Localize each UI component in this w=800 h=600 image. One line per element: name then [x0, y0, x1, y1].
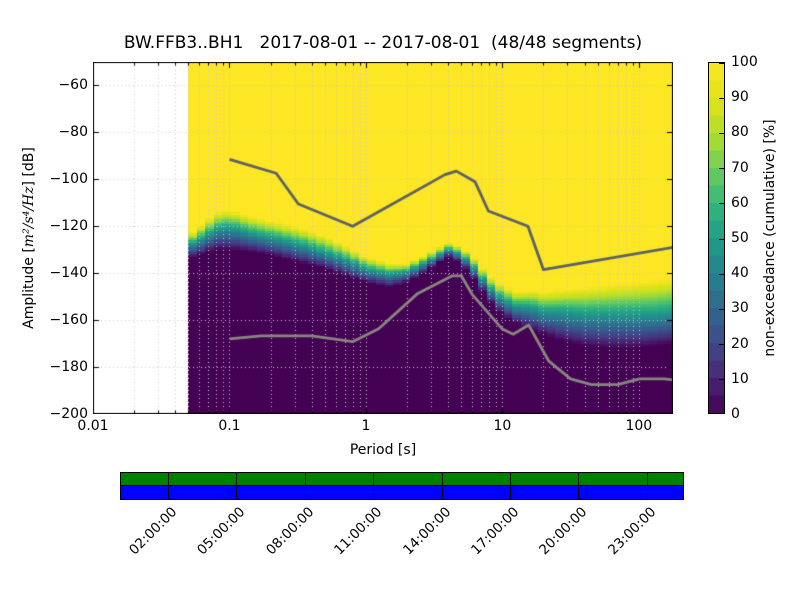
timeline-tick-label: 14:00:00 — [400, 504, 455, 559]
x-axis-label: Period [s] — [349, 442, 417, 458]
colorbar-tick — [719, 132, 724, 134]
colorbar-tick-label: 10 — [731, 370, 749, 387]
colorbar — [708, 62, 725, 414]
x-tick-label: 0.01 — [77, 418, 109, 434]
colorbar-tick-label: 70 — [731, 159, 749, 176]
y-tick-label: −200 — [49, 406, 88, 422]
colorbar-tick-label: 80 — [731, 124, 749, 141]
colorbar-tick — [719, 413, 724, 414]
plot-title: BW.FFB3..BH1 2017-08-01 -- 2017-08-01 (4… — [123, 33, 643, 53]
timeline-tick — [647, 473, 649, 499]
colorbar-tick-label: 30 — [731, 300, 749, 317]
x-tick-label: 0.1 — [218, 418, 241, 434]
colorbar-tick-label: 90 — [731, 89, 749, 106]
x-tick-label: 1 — [361, 418, 371, 434]
colorbar-tick — [719, 344, 724, 346]
timeline-tick — [578, 473, 580, 499]
timeline-tick-label: 17:00:00 — [468, 504, 523, 559]
colorbar-tick-label: 60 — [731, 194, 749, 211]
timeline-tick — [509, 473, 511, 499]
colorbar-label: non-exceedance (cumulative) [%] — [762, 119, 778, 357]
y-axis-label-prefix: Amplitude [ — [21, 247, 37, 329]
colorbar-tick-label: 0 — [731, 406, 740, 422]
colorbar-tick — [719, 168, 724, 170]
timeline-tick — [236, 473, 238, 499]
y-axis-label: Amplitude [m²/s⁴/Hz] [dB] — [21, 147, 37, 329]
timeline-tick-label: 11:00:00 — [331, 504, 386, 559]
timeline-tick-label: 20:00:00 — [536, 504, 591, 559]
colorbar-tick — [719, 273, 724, 275]
colorbar-tick — [719, 63, 724, 64]
colorbar-tick — [719, 238, 724, 240]
y-axis-label-units: m²/s⁴/Hz — [21, 186, 37, 248]
colorbar-tick-label: 50 — [731, 230, 749, 246]
colorbar-gradient — [709, 63, 724, 413]
x-tick-label: 100 — [625, 418, 653, 434]
timeline-tick — [373, 473, 375, 499]
y-tick-label: −120 — [49, 218, 88, 235]
colorbar-tick-label: 40 — [731, 265, 749, 282]
timeline-tick — [304, 473, 306, 499]
colorbar-tick-label: 20 — [731, 335, 749, 352]
timeline-tick-label: 08:00:00 — [262, 504, 318, 559]
y-tick-label: −140 — [49, 265, 88, 282]
y-tick-label: −80 — [58, 124, 88, 141]
x-tick-label: 10 — [493, 418, 512, 434]
colorbar-tick — [719, 97, 724, 99]
y-tick-label: −160 — [49, 312, 88, 329]
y-tick-label: −180 — [49, 359, 88, 376]
colorbar-tick — [719, 308, 724, 310]
timeline-tick-label: 05:00:00 — [194, 504, 249, 559]
timeline-tick — [168, 473, 170, 499]
timeline-bar — [120, 472, 684, 500]
timeline-tick-label: 02:00:00 — [126, 504, 181, 559]
colorbar-tick — [719, 379, 724, 381]
y-tick-label: −60 — [58, 77, 88, 94]
timeline-tick — [441, 473, 443, 499]
y-axis-label-suffix: ] [dB] — [21, 147, 37, 187]
y-tick-label: −100 — [49, 171, 88, 188]
timeline-tick-label: 23:00:00 — [605, 504, 660, 559]
timeline-blue-strip — [121, 486, 683, 499]
timeline-green-strip — [121, 473, 683, 486]
colorbar-tick-label: 100 — [731, 54, 758, 70]
colorbar-tick — [719, 203, 724, 205]
ppsd-heatmap-canvas — [93, 62, 673, 414]
